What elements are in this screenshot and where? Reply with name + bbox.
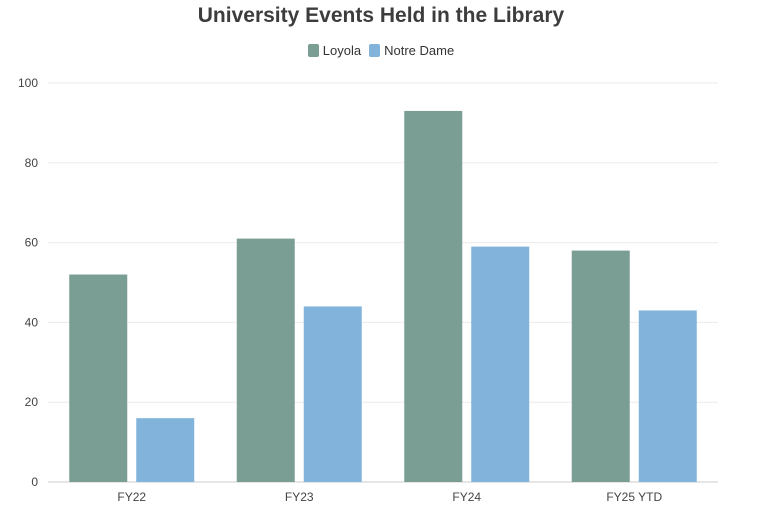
bar-notre-dame-fy24: [471, 246, 530, 482]
bar-notre-dame-fy23: [303, 306, 362, 482]
chart-title: University Events Held in the Library: [197, 4, 565, 27]
bar-loyola-fy25-ytd: [571, 250, 630, 482]
y-tick-label-60: 60: [25, 236, 39, 250]
y-tick-label-100: 100: [18, 76, 38, 90]
legend-item-notre-dame[interactable]: Notre Dame: [369, 43, 454, 58]
bar-loyola-fy22: [69, 274, 128, 482]
bar-notre-dame-fy25-ytd: [638, 310, 697, 482]
bar-loyola-fy24: [404, 110, 463, 483]
legend-swatch-notre-dame: [369, 44, 381, 57]
legend-label-loyola: Loyola: [322, 43, 362, 58]
y-tick-label-80: 80: [25, 156, 39, 170]
bar-notre-dame-fy22: [136, 418, 195, 482]
y-tick-label-40: 40: [25, 315, 39, 329]
x-tick-label-fy24: FY24: [452, 490, 481, 504]
x-tick-label-fy25-ytd: FY25 YTD: [606, 490, 662, 504]
legend-swatch-loyola: [307, 44, 319, 57]
legend-label-notre-dame: Notre Dame: [384, 43, 455, 58]
bar-loyola-fy23: [236, 238, 295, 482]
y-tick-label-20: 20: [25, 395, 39, 409]
legend: Loyola Notre Dame: [0, 43, 762, 58]
legend-item-loyola[interactable]: Loyola: [307, 43, 362, 58]
x-tick-label-fy23: FY23: [285, 490, 314, 504]
x-tick-label-fy22: FY22: [117, 490, 146, 504]
y-tick-label-0: 0: [31, 475, 38, 489]
